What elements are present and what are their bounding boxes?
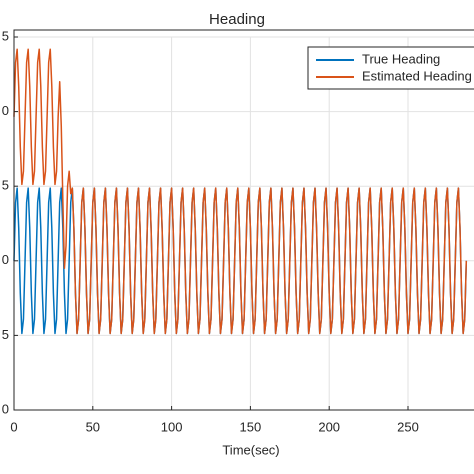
x-tick-label: 200 — [318, 419, 340, 434]
y-tick-label: 5 — [2, 327, 9, 342]
y-tick-label: 0 — [2, 103, 9, 118]
y-tick-label: 5 — [2, 28, 9, 43]
x-tick-label: 100 — [161, 419, 183, 434]
y-tick-label: 0 — [2, 401, 9, 416]
plot-lines — [13, 48, 468, 335]
x-tick-label: 50 — [86, 419, 100, 434]
series-line — [13, 48, 468, 335]
y-tick-label: 5 — [2, 178, 9, 193]
legend-label: True Heading — [362, 51, 440, 66]
legend: True Heading Estimated Heading — [307, 46, 474, 90]
x-tick-label: 0 — [10, 419, 17, 434]
plot-box — [13, 29, 474, 411]
legend-label: Estimated Heading — [362, 68, 472, 83]
x-axis-label: Time(sec) — [222, 442, 279, 457]
y-tick-label: 0 — [2, 252, 9, 267]
x-tick-label: 150 — [240, 419, 262, 434]
x-tick-label: 250 — [397, 419, 419, 434]
legend-box — [307, 46, 474, 90]
chart-title: Heading — [209, 11, 265, 28]
